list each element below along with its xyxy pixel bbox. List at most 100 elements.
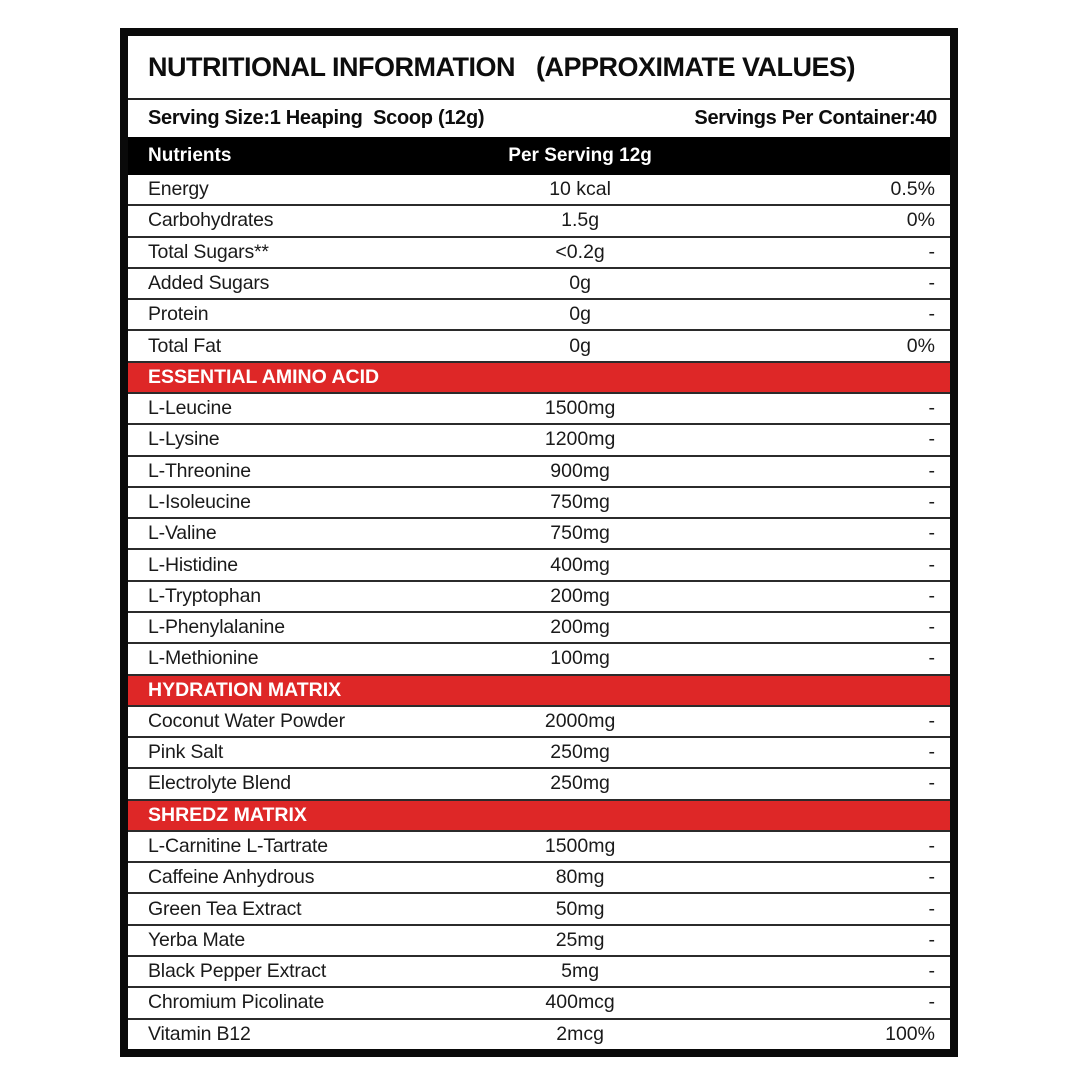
nutrient-rda: - [928, 866, 935, 889]
nutrient-rda: - [928, 772, 935, 795]
nutrient-rda: 0% [906, 209, 935, 232]
nutrient-name: Vitamin B12 [148, 1022, 251, 1045]
serving-info-row: Serving Size:1 Heaping Scoop (12g) Servi… [128, 100, 950, 137]
nutrient-rda: - [928, 271, 935, 294]
nutrient-rda: - [928, 397, 935, 420]
nutrient-rda: - [928, 991, 935, 1014]
nutrient-amount: 400mcg [545, 991, 615, 1014]
section-title: HYDRATION MATRIX [148, 678, 342, 701]
nutrient-amount: 0g [569, 334, 591, 357]
nutrient-name: L-Valine [148, 522, 217, 545]
nutrient-amount: 25mg [555, 928, 605, 951]
table-row: L-Methionine 100mg - [128, 644, 950, 676]
servings-per-container-label: Servings Per Container:40 [694, 107, 937, 129]
nutrient-amount: 1.5g [561, 209, 600, 232]
table-row: Added Sugars 0g - [128, 268, 950, 301]
nutrient-name: Total Sugars** [148, 240, 269, 263]
nutrient-name: L-Histidine [148, 553, 238, 576]
nutrient-amount: 200mg [550, 584, 610, 607]
nutrient-rda: - [928, 835, 935, 858]
table-row: L-Leucine 1500mg - [128, 393, 950, 426]
nutrient-name: L-Threonine [148, 459, 251, 482]
nutrient-rda: - [928, 240, 935, 263]
nutrient-rda: - [928, 428, 935, 451]
nutrient-name: L-Isoleucine [148, 490, 251, 513]
table-row: Chromium Picolinate 400mcg - [128, 988, 950, 1020]
nutrient-amount: 200mg [550, 616, 610, 639]
nutrient-rda: - [928, 928, 935, 951]
table-row: L-Histidine 400mg - [128, 550, 950, 582]
table-row: Caffeine Anhydrous 80mg - [128, 863, 950, 895]
nutrient-name: L-Lysine [148, 428, 220, 451]
table-row: Black Pepper Extract 5mg - [128, 957, 950, 989]
section-header-row: HYDRATION MATRIX [128, 675, 950, 707]
table-row: L-Isoleucine 750mg - [128, 487, 950, 520]
nutrient-rda: - [928, 897, 935, 920]
nutrient-name: L-Leucine [148, 397, 232, 420]
column-header-nutrients: Nutrients [148, 145, 232, 166]
table-row: L-Lysine 1200mg - [128, 425, 950, 457]
nutrient-name: Coconut Water Powder [148, 709, 345, 732]
nutrient-amount: 750mg [550, 490, 610, 513]
table-row: Energy 10 kcal 0.5% [128, 175, 950, 207]
nutrient-name: Black Pepper Extract [148, 960, 327, 983]
nutrient-name: L-Phenylalanine [148, 616, 285, 639]
section-title: ESSENTIAL AMINO ACID [148, 365, 380, 388]
nutrient-amount: 750mg [550, 522, 610, 545]
label-title: NUTRITIONAL INFORMATION (APPROXIMATE VAL… [128, 36, 950, 100]
nutrient-rda: - [928, 553, 935, 576]
column-header-per-serving: Per Serving 12g [508, 145, 652, 166]
nutrient-amount: 0g [569, 303, 591, 326]
nutrient-name: L-Tryptophan [148, 584, 261, 607]
nutrient-amount: 2mcg [556, 1022, 604, 1045]
section-title: SHREDZ MATRIX [148, 803, 307, 826]
nutrient-amount: 10 kcal [549, 178, 611, 201]
nutrient-amount: 0g [569, 271, 591, 294]
table-row: L-Valine 750mg - [128, 519, 950, 551]
nutrient-amount: 1200mg [544, 428, 616, 451]
table-row: Carbohydrates 1.5g 0% [128, 206, 950, 238]
table-row: Total Sugars** <0.2g - [128, 237, 950, 269]
rows: Energy 10 kcal 0.5% Carbohydrates 1.5g 0% Tota… [128, 175, 950, 1049]
nutrient-name: L-Methionine [148, 647, 259, 670]
nutrient-name: Added Sugars [148, 271, 270, 294]
nutrient-name: Green Tea Extract [148, 897, 302, 920]
nutrient-name: Chromium Picolinate [148, 991, 325, 1014]
table-row: L-Phenylalanine 200mg - [128, 612, 950, 645]
nutrient-amount: 250mg [550, 772, 610, 795]
table-row: Green Tea Extract 50mg - [128, 894, 950, 926]
serving-size-label: Serving Size:1 Heaping Scoop (12g) [148, 107, 485, 129]
nutrient-rda: - [928, 616, 935, 639]
nutrient-amount: 100mg [550, 647, 610, 670]
nutrient-rda: 100% [885, 1022, 935, 1045]
nutrient-name: Pink Salt [148, 741, 224, 764]
nutrient-rda: 0.5% [890, 178, 935, 201]
nutrient-amount: 1500mg [544, 835, 616, 858]
nutrient-amount: 2000mg [544, 709, 616, 732]
nutrient-name: Carbohydrates [148, 209, 274, 232]
table-row: Total Fat 0g 0% [128, 331, 950, 363]
section-header-row: ESSENTIAL AMINO ACID [128, 362, 950, 394]
nutrient-amount: 80mg [555, 866, 605, 889]
table-row: L-Threonine 900mg - [128, 456, 950, 488]
nutrient-rda: - [928, 303, 935, 326]
table-row: L-Tryptophan 200mg - [128, 581, 950, 613]
nutrient-rda: - [928, 709, 935, 732]
nutrient-name: Protein [148, 303, 209, 326]
nutrient-rda: - [928, 459, 935, 482]
nutrient-amount: <0.2g [555, 240, 605, 263]
nutrient-amount: 400mg [550, 553, 610, 576]
table-header-row: Nutrients Per Serving 12g [128, 137, 950, 175]
table-row: Coconut Water Powder 2000mg - [128, 706, 950, 739]
nutrient-name: Energy [148, 178, 209, 201]
nutrient-rda: - [928, 584, 935, 607]
nutrient-name: Yerba Mate [148, 928, 246, 951]
nutrient-amount: 250mg [550, 741, 610, 764]
table-row: L-Carnitine L-Tartrate 1500mg - [128, 831, 950, 864]
nutrition-label: NUTRITIONAL INFORMATION (APPROXIMATE VAL… [120, 28, 958, 1057]
nutrient-rda: - [928, 490, 935, 513]
nutrient-rda: - [928, 647, 935, 670]
table-row: Electrolyte Blend 250mg - [128, 769, 950, 801]
table-row: Pink Salt 250mg - [128, 738, 950, 770]
nutrient-amount: 50mg [555, 897, 605, 920]
